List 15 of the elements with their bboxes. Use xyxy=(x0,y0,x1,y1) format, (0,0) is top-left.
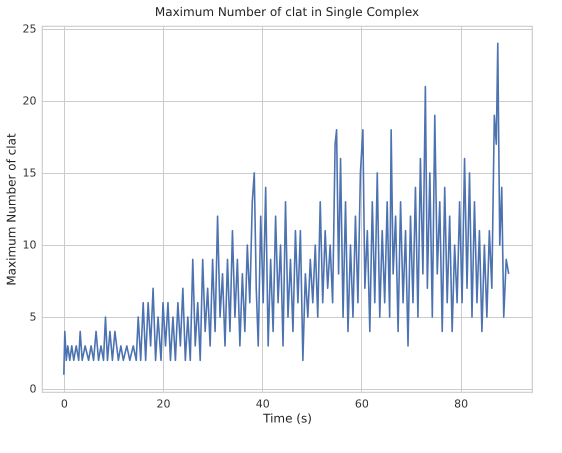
x-tick-label: 40 xyxy=(256,398,270,410)
line-series xyxy=(63,42,510,376)
x-tick-label: 60 xyxy=(354,398,369,410)
y-tick-label: 5 xyxy=(30,310,36,324)
y-tick-label: 15 xyxy=(22,166,36,180)
chart-title: Maximum Number of clat in Single Complex xyxy=(154,4,420,19)
y-axis-title: Maximum Number of clat xyxy=(4,133,19,286)
x-tick-label: 0 xyxy=(60,398,68,410)
x-axis-title: Time (s) xyxy=(262,412,312,426)
x-tick-label: 20 xyxy=(156,398,171,410)
y-tick-label: 20 xyxy=(22,94,36,108)
x-tick-label: 80 xyxy=(454,398,468,410)
y-tick-label: 10 xyxy=(22,238,36,252)
y-tick-label: 0 xyxy=(30,382,36,396)
y-tick-label: 25 xyxy=(22,22,36,36)
